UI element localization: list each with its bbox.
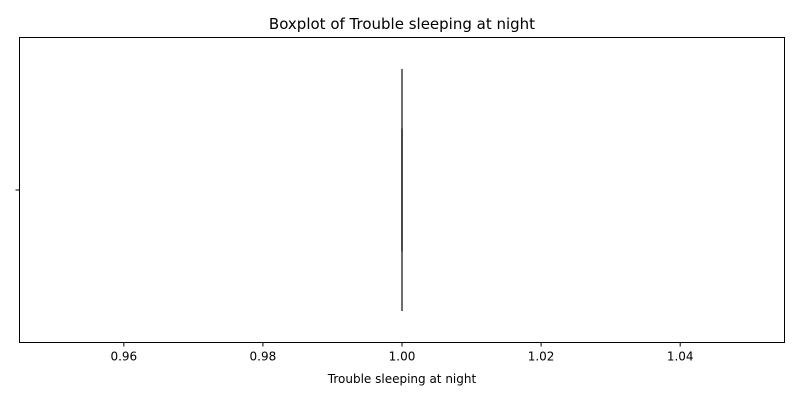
x-tick-label: 1.02 [528, 350, 555, 364]
x-axis-label: Trouble sleeping at night [327, 372, 477, 386]
x-tick-label: 0.96 [110, 350, 137, 364]
x-tick-label: 1.00 [389, 350, 416, 364]
chart-title: Boxplot of Trouble sleeping at night [269, 15, 535, 33]
x-axis: 0.96 0.98 1.00 1.02 1.04 [110, 342, 694, 364]
x-tick-label: 0.98 [250, 350, 277, 364]
x-tick-label: 1.04 [667, 350, 694, 364]
